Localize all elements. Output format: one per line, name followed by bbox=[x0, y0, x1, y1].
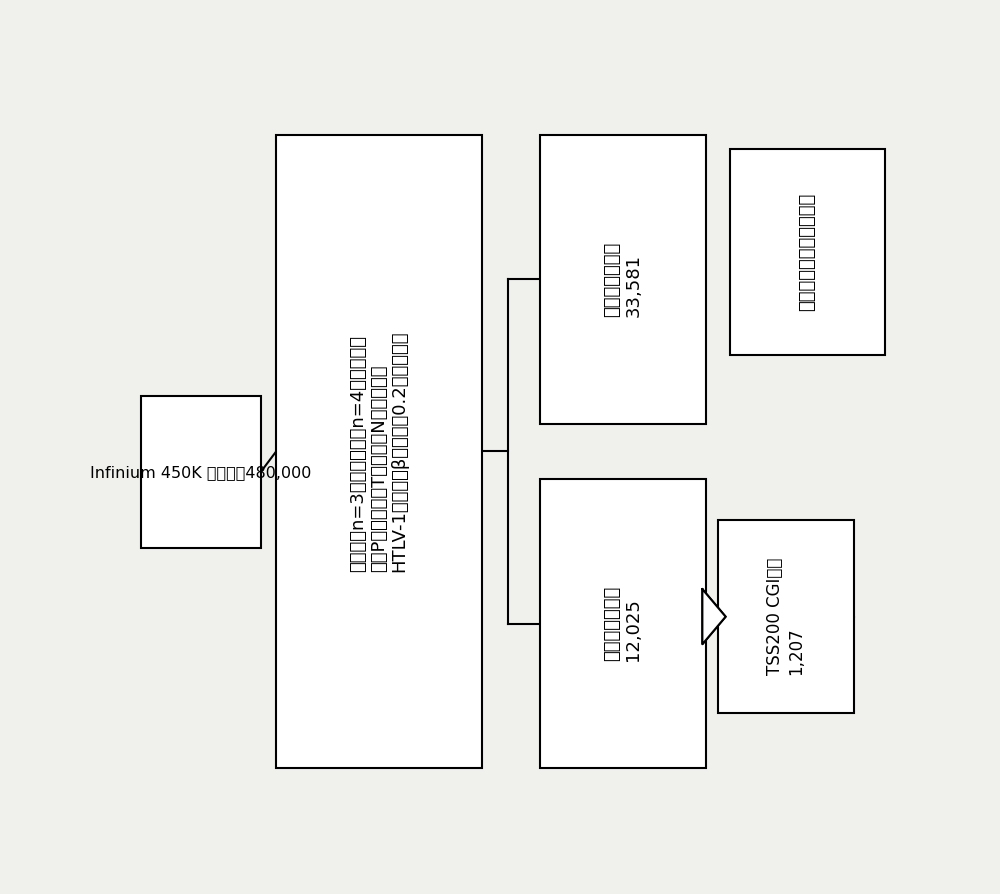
Text: 甲基化加剧探针
12,025: 甲基化加剧探针 12,025 bbox=[604, 586, 642, 662]
Text: 形成反映病理发展的聚类: 形成反映病理发展的聚类 bbox=[798, 193, 816, 311]
Bar bbox=[730, 148, 885, 355]
Polygon shape bbox=[702, 589, 726, 645]
Text: 郁积型（n=3）、慢性型（n=4）中共通，
比较P部分（正常T细胞）和N部分（感染
HTLV-1的细胞）β値变化在0.2以上的探针: 郁积型（n=3）、慢性型（n=4）中共通， 比较P部分（正常T细胞）和N部分（感… bbox=[349, 331, 409, 572]
Bar bbox=[540, 135, 706, 424]
Bar bbox=[718, 520, 854, 713]
Bar bbox=[140, 396, 261, 548]
Text: 甲基化降低探针
33,581: 甲基化降低探针 33,581 bbox=[604, 241, 642, 317]
Text: TSS200 CGI探针
1,207: TSS200 CGI探针 1,207 bbox=[766, 558, 805, 675]
Bar bbox=[540, 479, 706, 768]
Text: Infinium 450K 探针：～480,000: Infinium 450K 探针：～480,000 bbox=[90, 465, 311, 479]
Bar bbox=[276, 135, 482, 768]
